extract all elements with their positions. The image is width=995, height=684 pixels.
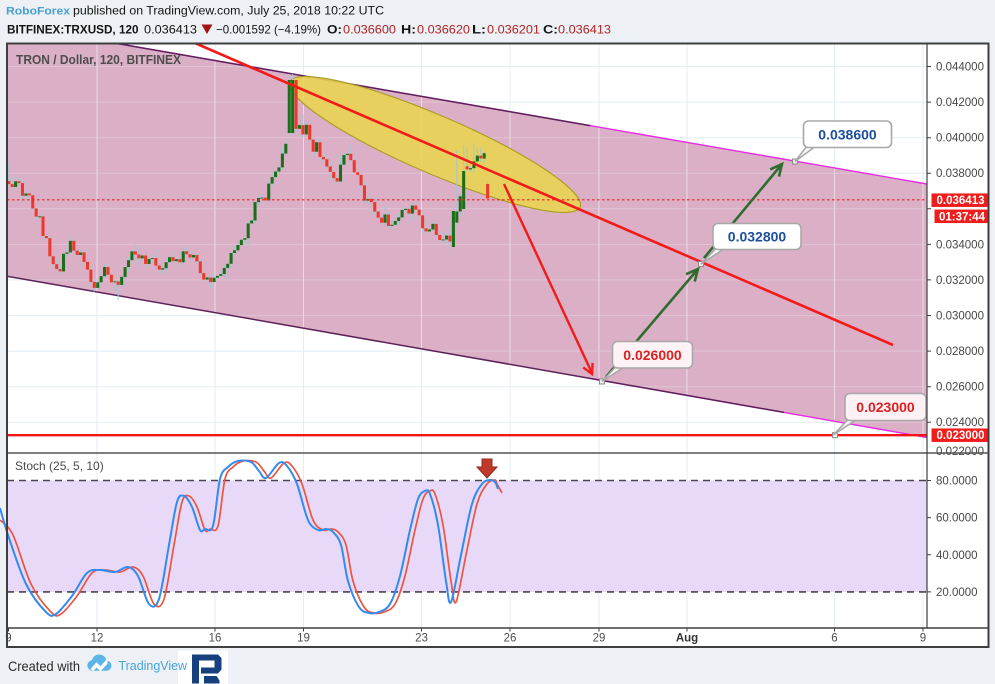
svg-text:12: 12 [91,633,104,645]
svg-text:0.038000: 0.038000 [936,168,984,180]
svg-text:−0.001592 (−4.19%): −0.001592 (−4.19%) [216,23,321,37]
svg-text:23: 23 [415,633,428,645]
svg-text:0.024000: 0.024000 [936,417,984,429]
svg-text:0.040000: 0.040000 [936,133,984,145]
svg-text:RoboForex: RoboForex [6,6,71,18]
svg-text:BITFINEX:TRXUSD, 120: BITFINEX:TRXUSD, 120 [7,23,139,37]
svg-text:H:: H: [401,23,416,37]
svg-text:O:: O: [327,23,342,37]
svg-text:0.044000: 0.044000 [936,62,984,74]
svg-text:16: 16 [209,633,222,645]
svg-text:29: 29 [593,633,606,645]
svg-text:0.038600: 0.038600 [818,126,877,142]
svg-text:0.030000: 0.030000 [936,311,984,323]
svg-text:19: 19 [297,633,310,645]
svg-text:0.034000: 0.034000 [936,239,984,251]
svg-text:01:37:44: 01:37:44 [939,211,986,223]
svg-text:published on TradingView.com,: published on TradingView.com, July 25, 2… [73,6,384,18]
svg-text:80.0000: 80.0000 [936,476,978,488]
svg-text:C:: C: [543,23,558,37]
svg-text:Aug: Aug [676,633,698,645]
svg-text:0.036620: 0.036620 [417,23,470,37]
svg-text:0.023000: 0.023000 [856,399,915,415]
svg-text:9: 9 [5,633,11,645]
svg-text:60.0000: 60.0000 [936,513,978,525]
svg-text:0.036201: 0.036201 [487,23,540,37]
svg-text:TRON / Dollar, 120, BITFINEX: TRON / Dollar, 120, BITFINEX [16,53,182,67]
svg-text:0.022000: 0.022000 [936,446,984,458]
svg-text:0.036413: 0.036413 [558,23,611,37]
svg-text:20.0000: 20.0000 [936,587,978,599]
svg-text:0.036413: 0.036413 [144,23,197,37]
svg-text:0.028000: 0.028000 [936,346,984,358]
svg-text:0.032800: 0.032800 [728,229,787,245]
svg-text:0.042000: 0.042000 [936,97,984,109]
svg-text:0.026000: 0.026000 [623,347,682,363]
svg-text:0.023000: 0.023000 [937,430,985,442]
svg-text:0.036600: 0.036600 [343,23,396,37]
svg-text:6: 6 [831,633,837,645]
svg-text:Stoch (25, 5, 10): Stoch (25, 5, 10) [15,459,104,473]
svg-text:TradingView: TradingView [119,658,188,673]
svg-text:0.036413: 0.036413 [937,195,985,207]
svg-text:L:: L: [472,23,486,37]
svg-text:0.032000: 0.032000 [936,275,984,287]
svg-text:40.0000: 40.0000 [936,550,978,562]
svg-text:0.026000: 0.026000 [936,382,984,394]
svg-text:Created with: Created with [8,658,80,674]
svg-text:26: 26 [504,633,517,645]
svg-text:9: 9 [920,633,926,645]
